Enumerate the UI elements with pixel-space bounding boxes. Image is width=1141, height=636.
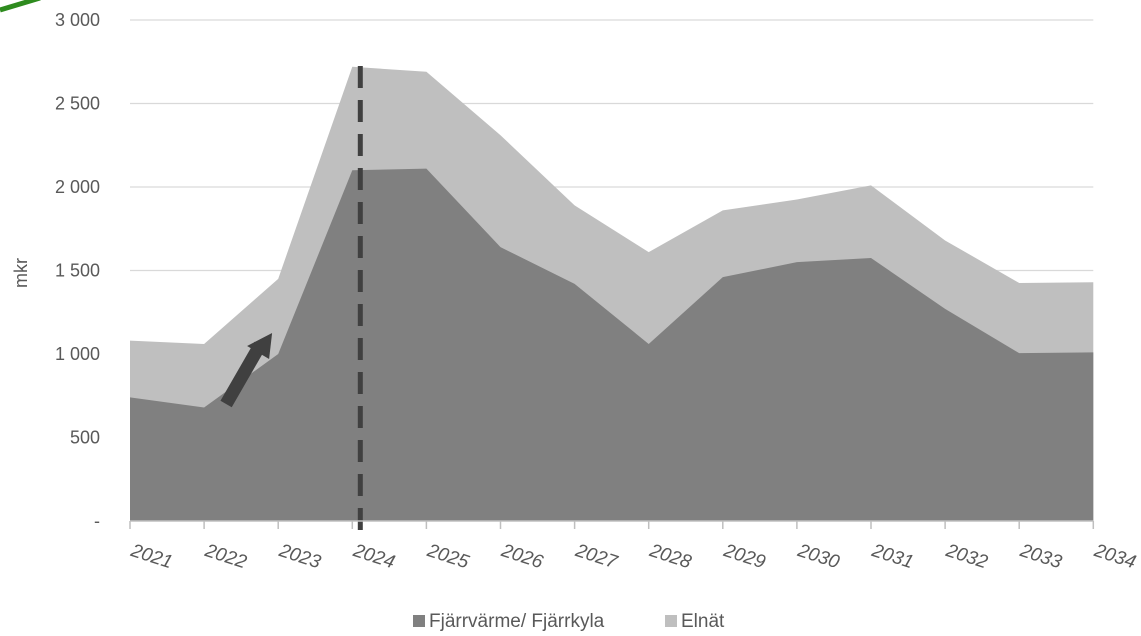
- x-tick-label: 2032: [942, 540, 990, 573]
- y-tick-labels: - 500 1 000 1 500 2 000 2 500 3 000: [55, 10, 100, 531]
- y-tick-label: 500: [70, 428, 100, 448]
- x-tick-label: 2030: [794, 540, 842, 573]
- x-tick-label: 2031: [868, 540, 916, 573]
- legend-swatch: [665, 615, 677, 627]
- legend: Fjärrvärme/ Fjärrkyla Elnät: [413, 611, 725, 632]
- y-axis-title: mkr: [11, 258, 31, 288]
- y-tick-label: -: [94, 511, 100, 531]
- x-tick-label: 2034: [1091, 540, 1139, 573]
- y-tick-label: 1 500: [55, 261, 100, 281]
- area-series-fjarrvarme: [130, 168, 1094, 521]
- x-tick-label: 2023: [276, 540, 324, 573]
- y-tick-label: 2 000: [55, 177, 100, 197]
- plot-areas: [130, 66, 1094, 521]
- x-tick-label: 2026: [498, 540, 546, 573]
- legend-label: Elnät: [681, 611, 725, 632]
- corner-accent-stroke: [0, 0, 41, 13]
- x-tick-label: 2021: [127, 540, 175, 573]
- legend-item-0: Fjärrvärme/ Fjärrkyla: [413, 611, 605, 632]
- legend-label: Fjärrvärme/ Fjärrkyla: [429, 611, 605, 632]
- x-tick-label: 2029: [720, 540, 768, 573]
- axes: [129, 520, 1095, 529]
- annotations: [220, 66, 363, 530]
- up-arrow-icon: [220, 333, 273, 408]
- x-tick-labels: 2021 2022 2023 2024 2025 2026 2027 2028 2029 2030…: [127, 540, 1138, 574]
- x-tick-label: 2028: [646, 540, 694, 573]
- y-tick-label: 1 000: [55, 344, 100, 364]
- x-tick-label: 2027: [572, 540, 621, 574]
- corner-accent-mark: [0, 0, 41, 13]
- legend-item-1: Elnät: [665, 611, 725, 632]
- y-tick-label: 3 000: [55, 10, 100, 30]
- legend-swatch: [413, 615, 425, 627]
- x-tick-label: 2025: [424, 540, 472, 573]
- x-tick-label: 2022: [201, 540, 249, 573]
- x-tick-label: 2033: [1017, 540, 1065, 573]
- x-tick-label: 2024: [350, 540, 398, 573]
- y-tick-label: 2 500: [55, 94, 100, 114]
